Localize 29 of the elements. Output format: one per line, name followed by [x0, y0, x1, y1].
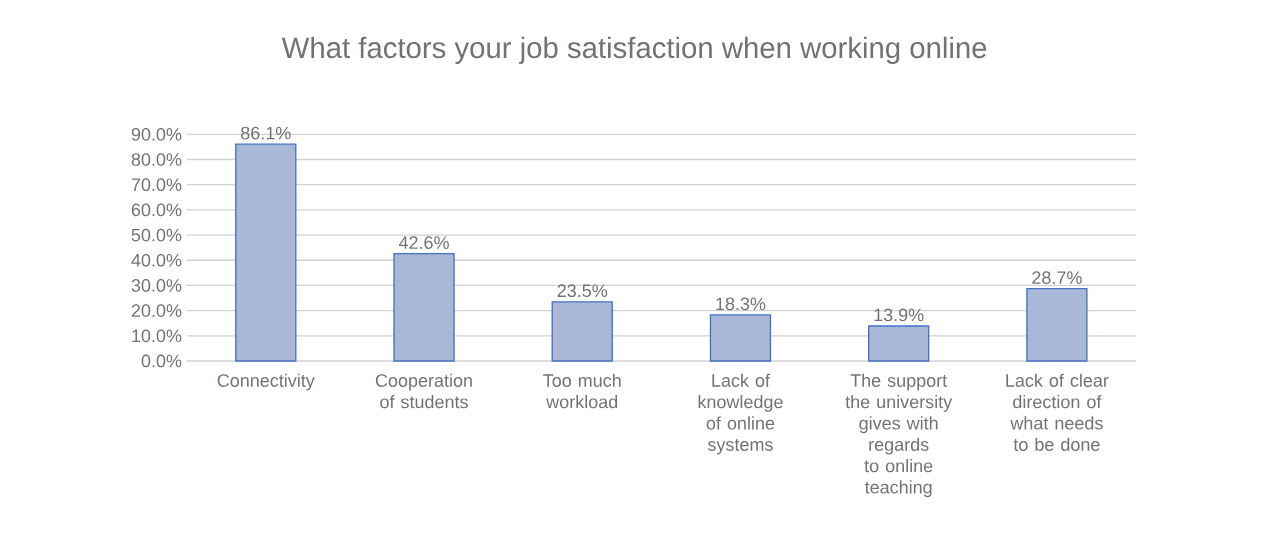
y-tick-label: 0.0%: [141, 354, 182, 368]
y-tick-label: 70.0%: [131, 178, 182, 192]
y-tick-label: 10.0%: [132, 329, 182, 343]
y-tick-label: 80.0%: [131, 153, 182, 166]
data-label: 42.6%: [398, 236, 449, 249]
x-tick-label: Lack of knowledge of online systems: [698, 373, 783, 455]
x-tick-label: The support the university gives with regards to online teaching: [845, 373, 953, 498]
bar: [235, 143, 297, 362]
x-tick-label: Too much workload: [543, 373, 621, 409]
x-tick-label: Connectivity: [217, 373, 315, 391]
bar: [393, 253, 455, 362]
data-label: 13.9%: [874, 308, 924, 322]
y-tick-label: 90.0%: [131, 127, 182, 141]
data-label: 28.7%: [1032, 271, 1082, 284]
y-tick-label: 30.0%: [131, 279, 182, 292]
data-label: 23.5%: [557, 284, 608, 298]
data-label: 18.3%: [716, 297, 766, 311]
bar: [709, 314, 772, 362]
y-tick-label: 60.0%: [131, 203, 182, 217]
y-tick-label: 40.0%: [131, 253, 182, 267]
y-tick-label: 50.0%: [131, 228, 182, 242]
bar: [868, 325, 930, 362]
bar: [1026, 288, 1088, 362]
bar: [551, 301, 613, 362]
x-tick-label: Lack of clear direction of what needs to be done: [1006, 373, 1109, 451]
y-tick-label: 20.0%: [131, 304, 182, 317]
chart-title: What factors your job satisfaction when working online: [281, 36, 987, 64]
x-tick-label: Cooperation of students: [375, 373, 472, 409]
data-label: 86.1%: [241, 126, 291, 140]
